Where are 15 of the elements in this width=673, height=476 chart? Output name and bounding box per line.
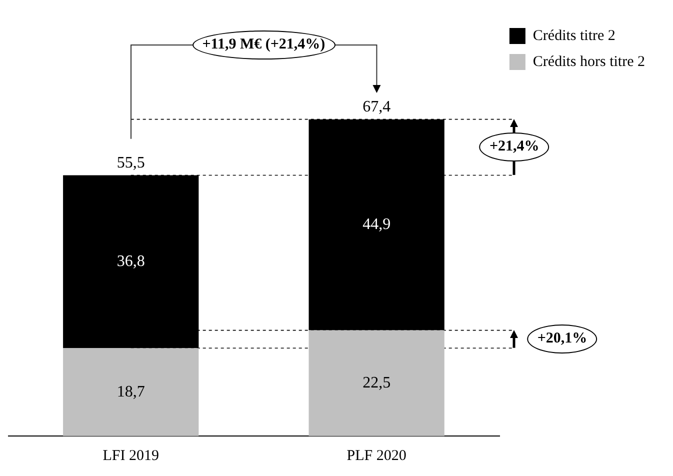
total-label: 67,4 <box>362 98 391 116</box>
bar <box>308 330 444 436</box>
data-label: 36,8 <box>116 252 145 270</box>
legend-label: Crédits hors titre 2 <box>532 54 646 70</box>
x-tick-label: LFI 2019 <box>102 448 159 464</box>
text: +20,1% <box>527 324 598 354</box>
legend-label: Crédits titre 2 <box>532 28 616 44</box>
annotation: +21,4% <box>479 132 550 162</box>
total-label: 55,5 <box>116 154 145 172</box>
text: +11,9 M€ (+21,4%) <box>192 30 336 60</box>
data-label: 44,9 <box>362 216 391 234</box>
data-label: 22,5 <box>362 374 391 392</box>
x-tick-label: PLF 2020 <box>346 448 406 464</box>
bar <box>63 348 199 436</box>
data-label: 18,7 <box>116 383 145 400</box>
